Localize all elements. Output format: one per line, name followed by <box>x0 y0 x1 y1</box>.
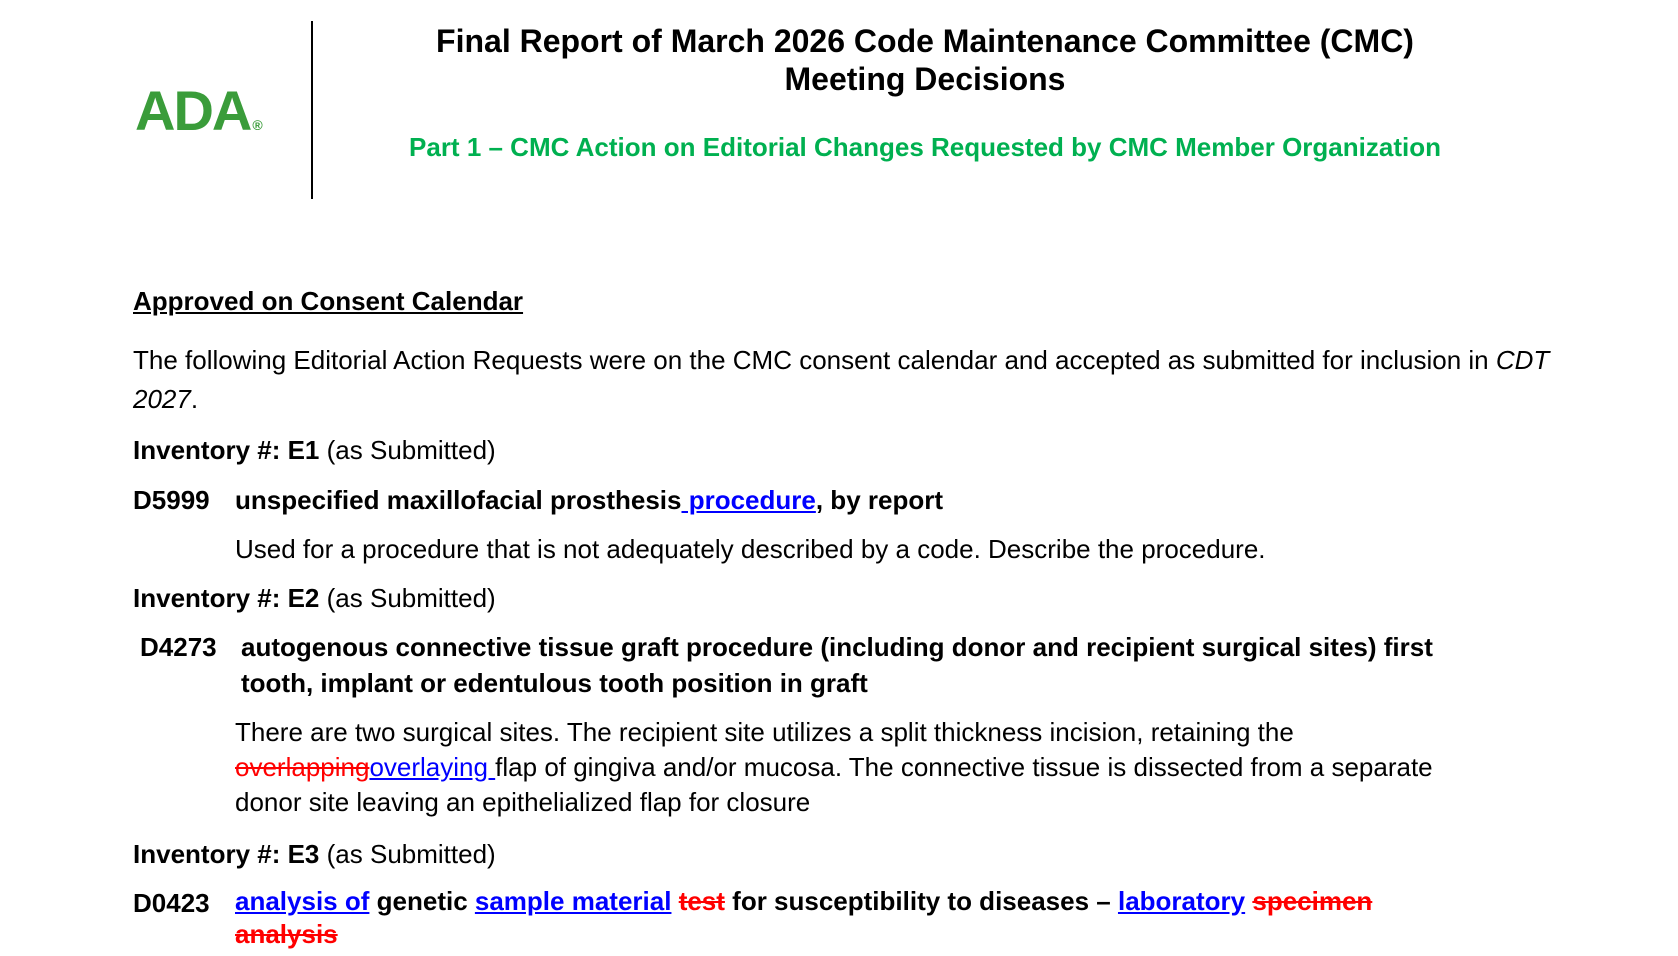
nom-text: , by report <box>815 485 943 515</box>
nom-text: genetic <box>369 886 475 916</box>
inserted-text: sample material <box>474 886 672 916</box>
code: D4273 <box>140 632 217 662</box>
nom-text: unspecified maxillofacial prosthesis <box>235 485 682 515</box>
inserted-text: laboratory <box>1117 886 1246 916</box>
code: D5999 <box>133 485 210 515</box>
inventory-note: (as Submitted) <box>319 583 496 613</box>
inventory-number: Inventory #: E1 <box>133 435 320 465</box>
desc-line: donor site leaving an epithelialized fla… <box>235 787 811 817</box>
deleted-text: test <box>678 886 725 916</box>
deleted-text: analysis <box>235 919 338 949</box>
intro-italic: CDT 2027 <box>133 345 1550 414</box>
nom-line: autogenous connective tissue graft proce… <box>241 632 1433 662</box>
title-line: Meeting Decisions <box>784 61 1066 97</box>
nom-text: for susceptibility to diseases – <box>724 886 1118 916</box>
deleted-text: specimen <box>1252 886 1373 916</box>
intro-text: . <box>190 384 199 414</box>
desc-line: There are two surgical sites. The recipi… <box>235 717 1294 747</box>
intro-text: The following Editorial Action Requests … <box>133 345 1496 375</box>
registered-mark: ® <box>252 117 263 133</box>
inserted-text: procedure <box>681 485 816 515</box>
inventory-label: Inventory #: E2 (as Submitted) <box>133 580 496 616</box>
inventory-note: (as Submitted) <box>319 435 496 465</box>
intro-paragraph: The following Editorial Action Requests … <box>133 341 1613 419</box>
inventory-label: Inventory #: E1 (as Submitted) <box>133 432 496 468</box>
ada-logo: ADA ® <box>135 78 263 143</box>
nom-line: tooth, implant or edentulous tooth posit… <box>241 668 868 698</box>
inventory-number: Inventory #: E3 <box>133 839 320 869</box>
inserted-text: analysis of <box>235 886 370 916</box>
section-heading: Approved on Consent Calendar <box>133 286 523 317</box>
report-title: Final Report of March 2026 Code Maintena… <box>330 22 1520 98</box>
desc-line: overlappingoverlaying flap of gingiva an… <box>235 750 1433 785</box>
title-line: Final Report of March 2026 Code Maintena… <box>436 23 1414 59</box>
section-heading-text: Approved on Consent Calendar <box>133 286 524 316</box>
inventory-number: Inventory #: E2 <box>133 583 320 613</box>
desc-text: flap of gingiva and/or mucosa. The conne… <box>495 752 1433 782</box>
inventory-note: (as Submitted) <box>319 839 496 869</box>
nomenclature: analysis of genetic sample material test… <box>235 885 1535 951</box>
deleted-text: overlapping <box>235 752 370 782</box>
descriptor: Used for a procedure that is not adequat… <box>235 534 1266 564</box>
logo-text: ADA <box>135 79 252 142</box>
report-subtitle: Part 1 – CMC Action on Editorial Changes… <box>409 132 1441 162</box>
inventory-label: Inventory #: E3 (as Submitted) <box>133 836 496 872</box>
inserted-text: overlaying <box>369 752 496 782</box>
nomenclature: unspecified maxillofacial prosthesis pro… <box>235 482 943 518</box>
header-divider <box>311 21 313 199</box>
descriptor: There are two surgical sites. The recipi… <box>235 715 1433 820</box>
nomenclature: autogenous connective tissue graft proce… <box>241 629 1433 701</box>
code: D0423 <box>133 888 210 918</box>
